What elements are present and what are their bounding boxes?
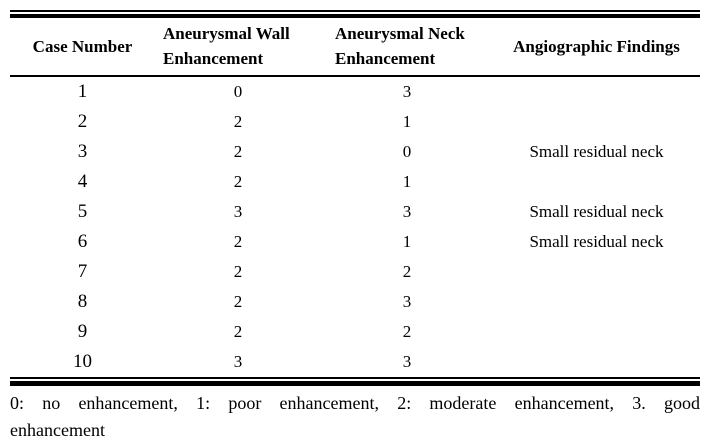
cell-angiographic_findings (493, 167, 700, 197)
cell-wall_enhancement: 2 (233, 142, 243, 161)
cell-neck_enhancement: 3 (402, 82, 412, 101)
cell-neck_enhancement: 3 (402, 352, 412, 371)
cell-wall_enhancement: 2 (233, 292, 243, 311)
cell-case_number: 4 (77, 171, 88, 192)
cell-angiographic_findings: Small residual neck (529, 142, 664, 161)
bottom-rule-thin (10, 377, 700, 379)
cell-neck_enhancement: 1 (402, 232, 412, 251)
header-rule (10, 75, 700, 77)
cell-neck_enhancement: 2 (402, 262, 412, 281)
table-row: 9 2 2 (10, 317, 700, 347)
paper-table: Case Number Aneurysmal Wall Enhancement … (10, 10, 700, 441)
table-row: 4 2 1 (10, 167, 700, 197)
cell-neck_enhancement: 1 (402, 112, 412, 131)
table-row: 5 3 3 Small residual neck (10, 197, 700, 227)
column-header-label: Angiographic Findings (513, 36, 680, 56)
cell-neck_enhancement: 3 (402, 202, 412, 221)
cell-wall_enhancement: 3 (233, 202, 243, 221)
cell-angiographic_findings (493, 77, 700, 107)
column-header-wall-enhancement: Aneurysmal Wall Enhancement (155, 18, 321, 75)
table-row: 6 2 1 Small residual neck (10, 227, 700, 257)
cell-angiographic_findings: Small residual neck (529, 232, 664, 251)
cell-angiographic_findings (493, 257, 700, 287)
column-header-label: Aneurysmal Wall (163, 24, 290, 43)
cell-wall_enhancement: 2 (233, 262, 243, 281)
cell-angiographic_findings (493, 107, 700, 137)
table-row: 10 3 3 (10, 347, 700, 377)
table-row: 8 2 3 (10, 287, 700, 317)
cell-wall_enhancement: 3 (233, 352, 243, 371)
cell-case_number: 10 (73, 351, 92, 372)
case-enhancement-table-body: 1 0 3 2 2 1 3 2 0 Small residual neck 4 2 1 5 3 3 Small … (10, 77, 700, 377)
top-rule-thick (10, 14, 700, 18)
cell-neck_enhancement: 0 (402, 142, 412, 161)
cell-case_number: 3 (77, 141, 88, 162)
cell-angiographic_findings: Small residual neck (529, 202, 664, 221)
cell-angiographic_findings (493, 287, 700, 317)
cell-wall_enhancement: 0 (233, 82, 243, 101)
table-body: 1 0 3 2 2 1 3 2 0 Small residual neck 4 2 1 5 3 3 Small … (10, 77, 700, 377)
cell-neck_enhancement: 3 (402, 292, 412, 311)
cell-case_number: 5 (77, 201, 88, 222)
column-header-label: Aneurysmal Neck (335, 24, 465, 43)
cell-neck_enhancement: 2 (402, 322, 412, 341)
case-enhancement-table: Case Number Aneurysmal Wall Enhancement … (10, 18, 700, 75)
column-header-case-number: Case Number (10, 18, 155, 75)
cell-angiographic_findings (493, 317, 700, 347)
cell-wall_enhancement: 2 (233, 322, 243, 341)
column-header-label: Enhancement (163, 49, 264, 68)
table-row: 3 2 0 Small residual neck (10, 137, 700, 167)
cell-wall_enhancement: 2 (233, 172, 243, 191)
column-header-label: Case Number (32, 36, 133, 56)
cell-case_number: 1 (77, 81, 88, 102)
cell-case_number: 7 (77, 261, 88, 282)
table-row: 2 2 1 (10, 107, 700, 137)
table-row: 7 2 2 (10, 257, 700, 287)
table-footnote: 0: no enhancement, 1: poor enhancement, … (10, 390, 700, 441)
column-header-label: Enhancement (335, 49, 436, 68)
cell-angiographic_findings (493, 347, 700, 377)
table-header: Case Number Aneurysmal Wall Enhancement … (10, 18, 700, 75)
bottom-rule-thick (10, 381, 700, 386)
top-rule-thin (10, 10, 700, 12)
footnote-line: 0: no enhancement, 1: poor enhancement, … (10, 393, 700, 413)
cell-neck_enhancement: 1 (402, 172, 412, 191)
cell-case_number: 6 (77, 231, 88, 252)
column-header-angiographic-findings: Angiographic Findings (493, 18, 700, 75)
cell-case_number: 8 (77, 291, 88, 312)
cell-wall_enhancement: 2 (233, 112, 243, 131)
cell-wall_enhancement: 2 (233, 232, 243, 251)
column-header-neck-enhancement: Aneurysmal Neck Enhancement (321, 18, 493, 75)
cell-case_number: 2 (77, 111, 88, 132)
cell-case_number: 9 (77, 321, 88, 342)
footnote-line: enhancement (10, 420, 105, 440)
table-row: 1 0 3 (10, 77, 700, 107)
